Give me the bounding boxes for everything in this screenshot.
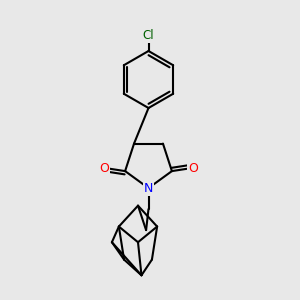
Text: N: N [144, 182, 153, 195]
Text: Cl: Cl [143, 29, 154, 42]
Text: O: O [99, 162, 109, 175]
Text: O: O [188, 162, 198, 175]
